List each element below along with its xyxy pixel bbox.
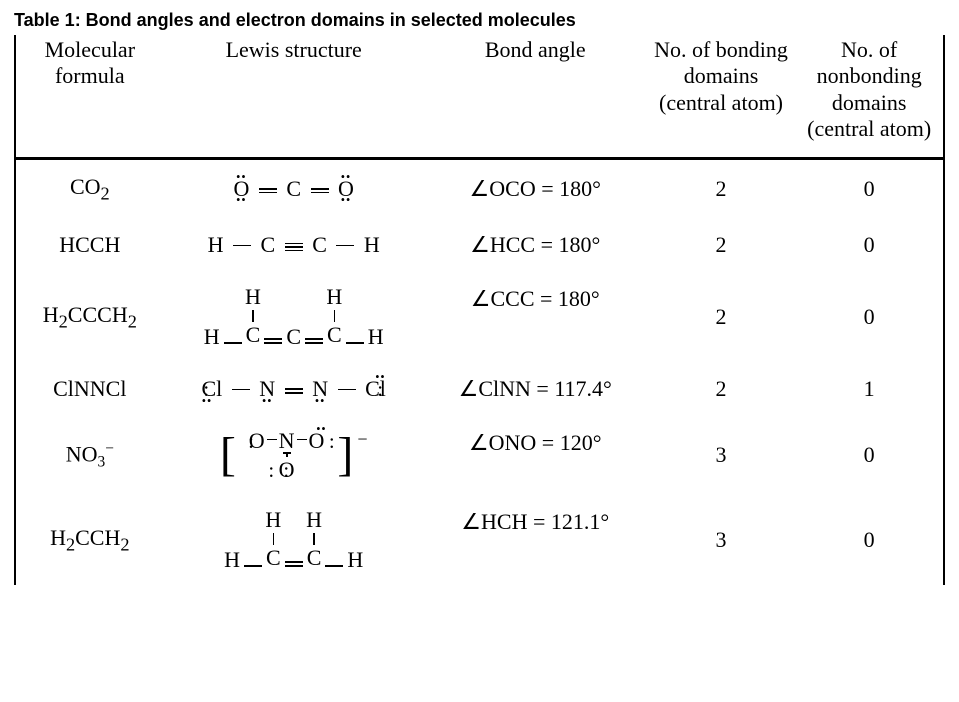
table-row: H2CCCH2 H HC C HC H ∠CCC = 180° [15, 272, 944, 362]
table-row: ClNNCl Cl N N Cl ∠ClNN = 117.4° 2 1 [15, 362, 944, 416]
table-row: HCCH H C C H ∠HCC = 180° 2 0 [15, 218, 944, 272]
cell-nbd: 0 [795, 495, 944, 585]
cell-lewis: H C C H [164, 218, 424, 272]
cell-bd: 3 [647, 495, 796, 585]
cell-formula: NO3− [15, 416, 164, 495]
hdr-lewis: Lewis structure [164, 35, 424, 158]
cell-angle: ∠ONO = 120° [424, 416, 647, 495]
table-row: NO3− [ O N O O [15, 416, 944, 495]
lewis-structure: H HC C HC H [203, 286, 385, 346]
cell-lewis: H HC C HC H [164, 272, 424, 362]
cell-formula: HCCH [15, 218, 164, 272]
cell-lewis: Cl N N Cl [164, 362, 424, 416]
table-row: H2CCH2 H HC HC H ∠HCH = 121.1° 3 0 [15, 495, 944, 585]
cell-bd: 2 [647, 272, 796, 362]
cell-angle: ∠OCO = 180° [424, 158, 647, 218]
cell-angle: ∠HCC = 180° [424, 218, 647, 272]
cell-nbd: 0 [795, 158, 944, 218]
hdr-bonding: No. of bonding domains (central atom) [647, 35, 796, 158]
hdr-angle: Bond angle [424, 35, 647, 158]
cell-angle: ∠ClNN = 117.4° [424, 362, 647, 416]
cell-lewis: H HC HC H [164, 495, 424, 585]
cell-lewis: [ O N O O ] [164, 416, 424, 495]
cell-formula: ClNNCl [15, 362, 164, 416]
hdr-formula: Molecular formula [15, 35, 164, 158]
lewis-structure: H HC HC H [223, 509, 364, 569]
lewis-structure: O C O [232, 176, 354, 201]
cell-formula: H2CCH2 [15, 495, 164, 585]
lewis-structure: Cl N N Cl [191, 376, 397, 401]
cell-bd: 3 [647, 416, 796, 495]
cell-bd: 2 [647, 218, 796, 272]
cell-bd: 2 [647, 362, 796, 416]
cell-angle: ∠HCH = 121.1° [424, 495, 647, 585]
cell-angle: ∠CCC = 180° [424, 272, 647, 362]
molecule-table: Molecular formula Lewis structure Bond a… [14, 35, 945, 585]
table-caption: Table 1: Bond angles and electron domain… [14, 10, 945, 31]
cell-bd: 2 [647, 158, 796, 218]
lewis-structure: [ O N O O ] [220, 430, 368, 481]
cell-nbd: 0 [795, 218, 944, 272]
lewis-structure: H C C H [207, 232, 381, 257]
cell-nbd: 1 [795, 362, 944, 416]
hdr-nonbonding: No. of nonbonding domains (central atom) [795, 35, 944, 158]
cell-formula: CO2 [15, 158, 164, 218]
table-header-row: Molecular formula Lewis structure Bond a… [15, 35, 944, 158]
cell-nbd: 0 [795, 416, 944, 495]
table-row: CO2 O C O ∠OCO = 180° 2 0 [15, 158, 944, 218]
cell-nbd: 0 [795, 272, 944, 362]
cell-lewis: O C O [164, 158, 424, 218]
cell-formula: H2CCCH2 [15, 272, 164, 362]
